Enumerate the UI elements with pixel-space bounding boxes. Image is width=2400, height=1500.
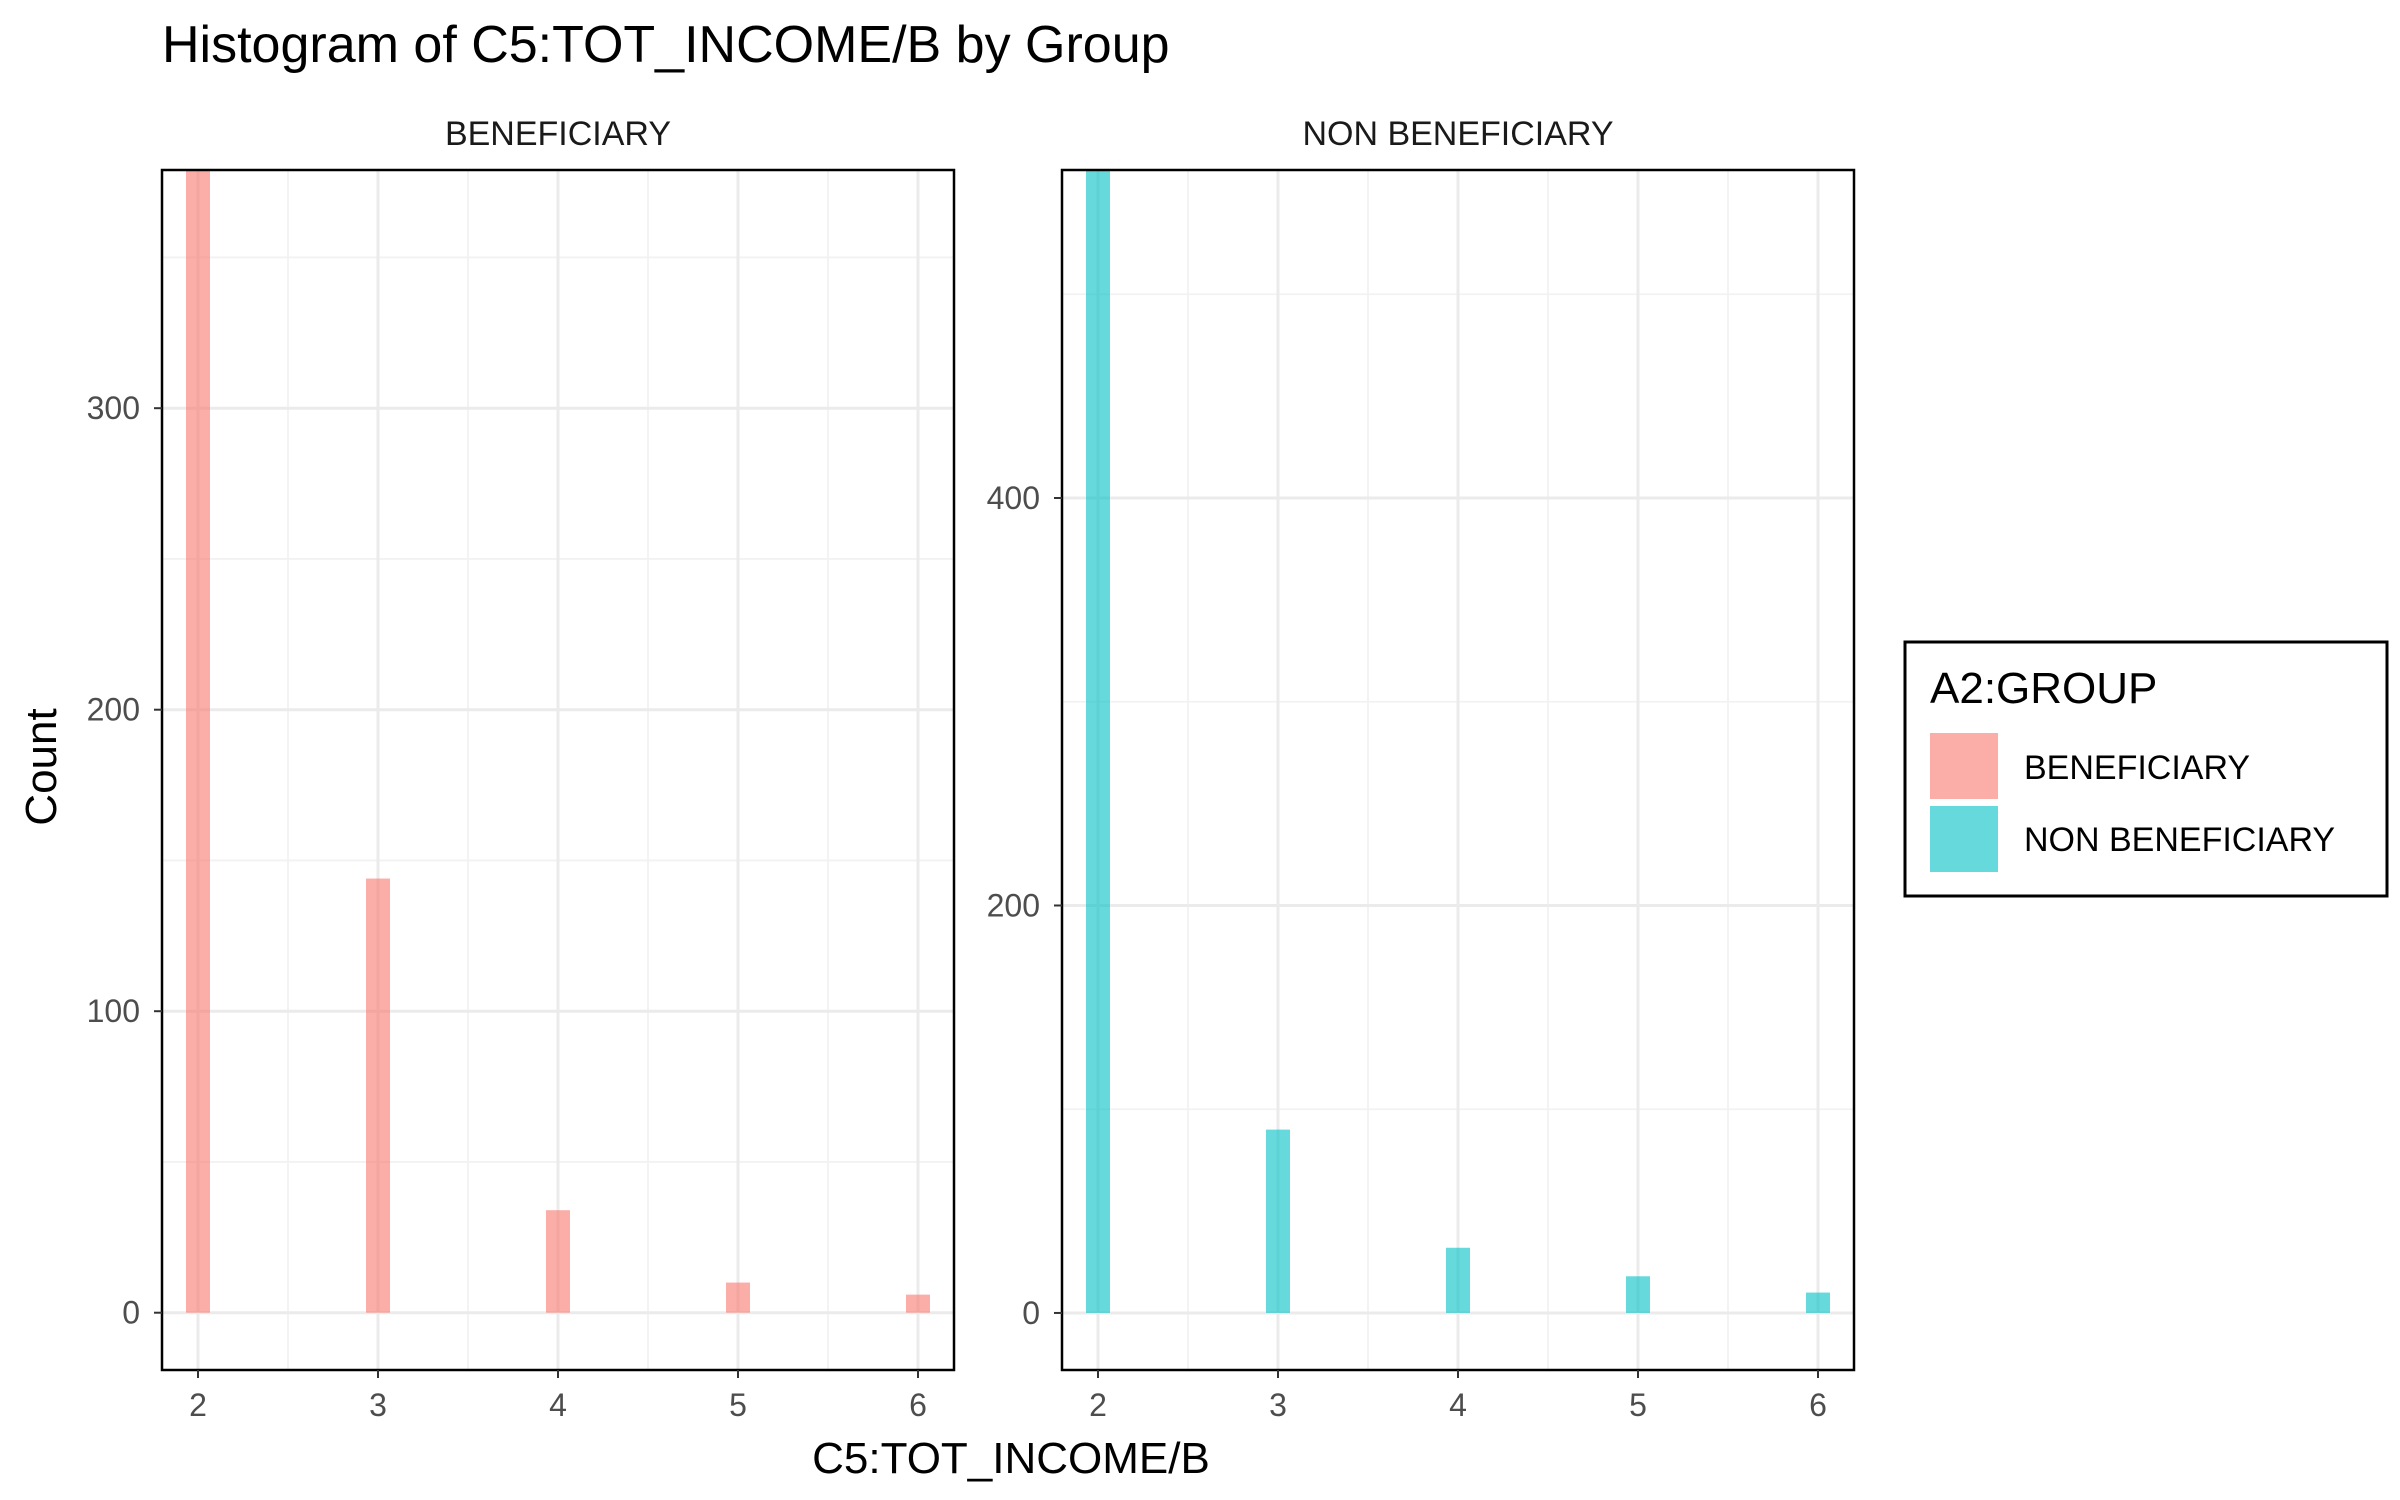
x-tick-label: 6	[1809, 1387, 1827, 1423]
x-tick-label: 4	[1449, 1387, 1467, 1423]
legend: A2:GROUP BENEFICIARY NON BENEFICIARY	[1903, 640, 2389, 898]
y-tick-label: 300	[87, 390, 140, 426]
y-tick-label: 200	[987, 887, 1040, 923]
y-tick-label: 200	[87, 692, 140, 728]
y-axis-title: Count	[17, 708, 66, 825]
legend-label-non-beneficiary: NON BENEFICIARY	[2024, 821, 2335, 859]
bar-beneficiary-3	[366, 878, 390, 1313]
y-tick-label: 0	[1022, 1295, 1040, 1331]
y-tick-label: 400	[987, 480, 1040, 516]
bar-non-beneficiary-5	[1626, 1276, 1650, 1313]
x-tick-label: 2	[189, 1387, 207, 1423]
bar-beneficiary-4	[546, 1210, 570, 1313]
x-axis-title: C5:TOT_INCOME/B	[812, 1434, 1210, 1483]
panel-beneficiary: BENEFICIARY 2 3 4 5 6 0 100 200 300	[87, 115, 956, 1423]
bar-non-beneficiary-2	[1086, 170, 1110, 1313]
x-tick-label: 3	[1269, 1387, 1287, 1423]
x-tick-label: 6	[909, 1387, 927, 1423]
x-tick-label: 4	[549, 1387, 567, 1423]
y-tick-label: 0	[122, 1295, 140, 1331]
bar-beneficiary-5	[726, 1282, 750, 1313]
x-tick-label: 5	[1629, 1387, 1647, 1423]
panel-strip-label-beneficiary: BENEFICIARY	[445, 115, 671, 153]
bar-non-beneficiary-4	[1446, 1247, 1470, 1313]
x-tick-label: 2	[1089, 1387, 1107, 1423]
legend-key-non-beneficiary	[1930, 806, 1998, 872]
bar-non-beneficiary-6	[1806, 1292, 1830, 1313]
bar-beneficiary-6	[906, 1294, 930, 1313]
x-tick-label: 5	[729, 1387, 747, 1423]
panel-strip-label-non-beneficiary: NON BENEFICIARY	[1302, 115, 1613, 153]
legend-label-beneficiary: BENEFICIARY	[2024, 749, 2250, 787]
panel-non-beneficiary: NON BENEFICIARY 2 3 4 5 6 0 200 400	[987, 115, 1856, 1423]
bar-beneficiary-2	[186, 170, 210, 1313]
x-tick-label: 3	[369, 1387, 387, 1423]
chart-title: Histogram of C5:TOT_INCOME/B by Group	[162, 16, 1170, 74]
y-tick-label: 100	[87, 993, 140, 1029]
legend-title: A2:GROUP	[1930, 664, 2157, 713]
bar-non-beneficiary-3	[1266, 1129, 1290, 1313]
legend-key-beneficiary	[1930, 733, 1998, 799]
